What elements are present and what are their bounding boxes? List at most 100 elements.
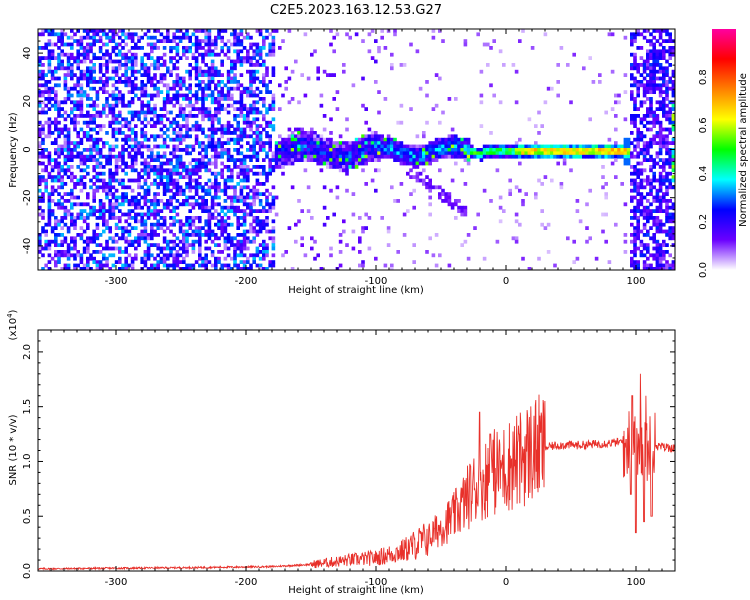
spectrogram-cell xyxy=(649,165,653,169)
spectrogram-cell xyxy=(214,192,218,196)
spectrogram-cell xyxy=(146,154,151,159)
spectrogram-cell xyxy=(460,151,464,156)
spectrogram-cell xyxy=(236,151,240,156)
spectrogram-cell xyxy=(98,209,103,213)
spectrogram-cell xyxy=(540,182,544,186)
spectrogram-cell xyxy=(671,141,675,145)
spectrogram-cell xyxy=(658,195,663,200)
spectrogram-cell xyxy=(233,49,237,54)
spectrogram-cell xyxy=(178,158,183,162)
spectrogram-cell xyxy=(79,216,84,220)
spectrogram-cell xyxy=(79,83,84,88)
spectrogram-cell xyxy=(294,127,298,132)
spectrogram-cell xyxy=(198,195,202,200)
spectrogram-cell xyxy=(166,66,170,71)
spectrogram-cell xyxy=(178,246,183,251)
spectrogram-cell xyxy=(95,250,100,254)
spectrogram-cell xyxy=(127,222,132,227)
spectrogram-cell xyxy=(124,192,128,196)
spectrogram-cell xyxy=(217,188,221,193)
spectrogram-cell xyxy=(482,144,487,149)
spectrogram-cell xyxy=(143,263,148,268)
spectrogram-cell xyxy=(233,246,237,251)
spectrogram-cell xyxy=(236,175,240,179)
spectrogram-cell xyxy=(57,256,61,261)
spectrogram-cell xyxy=(86,202,90,207)
spectrogram-cell xyxy=(207,178,212,183)
spectrogram-cell xyxy=(540,124,544,128)
spectrogram-cell xyxy=(262,219,266,224)
spectrogram-cell xyxy=(185,165,189,169)
spectrogram-cell xyxy=(662,250,666,254)
spectrogram-cell xyxy=(73,124,77,128)
spectrogram-cell xyxy=(409,42,413,47)
spectrogram-cell xyxy=(137,219,141,224)
spectrogram-cell xyxy=(175,42,180,47)
spectrogram-cell xyxy=(82,52,87,57)
spectrogram-cell xyxy=(162,246,167,251)
spectrogram-cell xyxy=(646,246,650,251)
spectrogram-cell xyxy=(351,144,356,149)
spectrogram-cell xyxy=(665,161,669,166)
spectrogram-cell xyxy=(614,93,618,98)
spectrogram-cell xyxy=(636,236,640,241)
spectrogram-cell xyxy=(348,161,352,166)
spectrogram-cell xyxy=(265,86,269,91)
spectrogram-cell xyxy=(137,151,141,156)
spectrogram-cell xyxy=(150,233,154,237)
spectrogram-cell xyxy=(76,83,80,88)
colorbar-tick-label: 0.2 xyxy=(698,214,709,230)
spectrogram-cell xyxy=(412,165,416,169)
spectrogram-cell xyxy=(649,127,653,132)
spectrogram-cell xyxy=(351,141,356,145)
spectrogram-cell xyxy=(671,151,675,156)
spectrogram-cell xyxy=(57,192,61,196)
spectrogram-cell xyxy=(194,35,199,40)
spectrogram-cell xyxy=(86,134,90,139)
spectrogram-cell xyxy=(463,154,468,159)
spectrogram-cell xyxy=(313,134,317,139)
spectrogram-cell xyxy=(201,188,205,193)
spectrogram-cell xyxy=(534,124,538,128)
spectrogram-cell xyxy=(268,260,272,264)
spectrogram-cell xyxy=(255,253,260,258)
spectrogram-cell xyxy=(95,131,100,135)
spectrogram-cell xyxy=(329,165,333,169)
spectrogram-cell xyxy=(159,209,164,213)
spectrogram-cell xyxy=(271,239,276,244)
spectrogram-cell xyxy=(204,202,208,207)
spectrogram-cell xyxy=(271,52,276,57)
spectrogram-cell xyxy=(463,182,468,186)
spectrogram-cell xyxy=(98,86,103,91)
spectrogram-cell xyxy=(268,229,272,234)
spectrogram-cell xyxy=(102,229,106,234)
spectrogram-cell xyxy=(524,192,528,196)
spectrogram-cell xyxy=(665,32,669,37)
spectrogram-cell xyxy=(79,39,84,43)
spectrogram-cell xyxy=(134,52,138,57)
spectrogram-cell xyxy=(156,202,160,207)
spectrogram-cell xyxy=(649,66,653,71)
spectrogram-cell xyxy=(127,185,132,190)
spectrogram-cell xyxy=(422,158,426,162)
spectrogram-cell xyxy=(105,114,109,118)
spectrogram-cell xyxy=(66,168,71,173)
spectrogram-cell xyxy=(268,52,272,57)
spectrogram-cell xyxy=(242,219,247,224)
spectrogram-cell xyxy=(134,83,138,88)
spectrogram-cell xyxy=(76,100,80,105)
spectrogram-cell xyxy=(290,151,295,156)
spectrogram-cell xyxy=(194,199,199,203)
spectrogram-cell xyxy=(38,93,42,98)
spectrogram-cell xyxy=(124,56,128,60)
spectrogram-cell xyxy=(649,144,653,149)
spectrogram-cell xyxy=(114,233,119,237)
spectrogram-cell xyxy=(98,49,103,54)
spectrogram-cell xyxy=(294,148,298,152)
spectrogram-cell xyxy=(111,131,116,135)
spectrogram-cell xyxy=(658,171,663,176)
spectrogram-cell xyxy=(105,246,109,251)
spectrogram-cell xyxy=(649,90,653,94)
spectrogram-cell xyxy=(588,188,592,193)
spectrogram-cell xyxy=(114,86,119,91)
